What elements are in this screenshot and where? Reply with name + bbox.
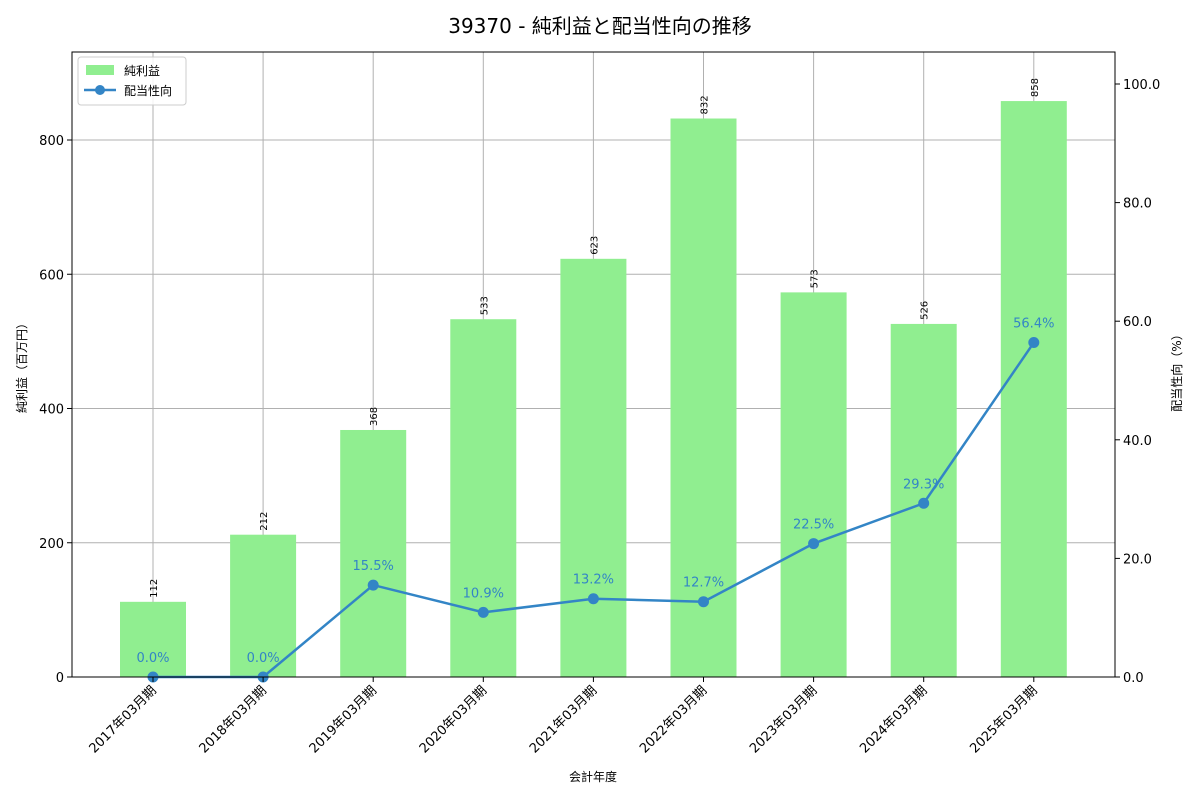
legend-swatch-net-income [86, 65, 114, 75]
bar-value-label: 858 [1030, 78, 1041, 97]
x-tick-label: 2025年03月期 [967, 683, 1040, 756]
x-tick-label: 2020年03月期 [417, 683, 490, 756]
bar-net-income [340, 429, 407, 677]
bar-value-label: 112 [149, 579, 160, 598]
line-marker [1028, 337, 1040, 349]
y2-tick-label: 80.0 [1123, 197, 1152, 212]
x-tick-label: 2024年03月期 [857, 683, 930, 756]
bar-value-label: 212 [259, 512, 270, 531]
y2-tick-label: 100.0 [1123, 78, 1160, 93]
bar-net-income [780, 292, 847, 677]
y2-axis-label: 配当性向（%） [1169, 328, 1184, 411]
line-marker [698, 596, 709, 608]
payout-value-label: 0.0% [247, 651, 280, 666]
legend-marker-icon [95, 85, 105, 95]
y-tick-label: 200 [39, 537, 64, 552]
payout-value-label: 12.7% [683, 576, 724, 591]
y-tick-label: 800 [39, 134, 64, 149]
legend-label-payout: 配当性向 [124, 83, 172, 98]
x-tick-label: 2022年03月期 [637, 683, 710, 756]
y-tick-label: 400 [39, 403, 64, 418]
bar-net-income [450, 319, 517, 677]
x-tick-label: 2021年03月期 [527, 683, 600, 756]
bar-net-income [560, 258, 627, 677]
payout-value-label: 56.4% [1013, 317, 1054, 332]
x-tick-label: 2019年03月期 [307, 683, 380, 756]
y-axis-label: 純利益（百万円） [15, 317, 29, 413]
line-marker [808, 538, 820, 550]
dividend-payout-line: 0.0% 0.0% 15.5% 10.9% 13.2% 12.7% 22.5% 29.3% 56… [136, 317, 1054, 683]
payout-value-label: 10.9% [463, 586, 504, 601]
y2-tick-label: 20.0 [1123, 552, 1152, 567]
bar-value-label: 533 [479, 296, 490, 315]
line-marker [918, 497, 930, 509]
x-tick-label: 2017年03月期 [87, 683, 160, 756]
legend-label-net-income: 純利益 [124, 64, 160, 78]
bar-value-label: 368 [369, 407, 380, 426]
bar-net-income [120, 601, 186, 677]
y2-tick-label: 60.0 [1123, 315, 1152, 330]
x-tick-label: 2023年03月期 [747, 683, 820, 756]
bar-value-label: 526 [920, 301, 931, 320]
payout-value-label: 29.3% [903, 477, 944, 492]
payout-value-label: 15.5% [353, 559, 394, 574]
x-axis-label: 会計年度 [569, 769, 617, 784]
y2-tick-label: 0.0 [1123, 671, 1144, 686]
bar-net-income [230, 534, 297, 677]
legend: 純利益 配当性向 [77, 56, 187, 106]
payout-value-label: 0.0% [136, 651, 169, 666]
y2-tick-label: 40.0 [1123, 434, 1152, 449]
line-marker [367, 579, 379, 591]
payout-value-label: 22.5% [793, 518, 834, 533]
bar-value-label: 832 [700, 95, 711, 114]
y-tick-label: 600 [39, 268, 64, 283]
bar-net-income [670, 118, 737, 677]
chart-title: 39370 - 純利益と配当性向の推移 [448, 14, 752, 38]
line-marker [477, 606, 489, 618]
bar-value-label: 573 [810, 269, 821, 288]
payout-value-label: 13.2% [573, 573, 614, 588]
line-marker [587, 593, 599, 605]
bar-value-label: 623 [589, 236, 600, 255]
bar-net-income [1000, 101, 1067, 677]
x-tick-label: 2018年03月期 [197, 683, 270, 756]
y-tick-label: 0 [56, 671, 64, 686]
